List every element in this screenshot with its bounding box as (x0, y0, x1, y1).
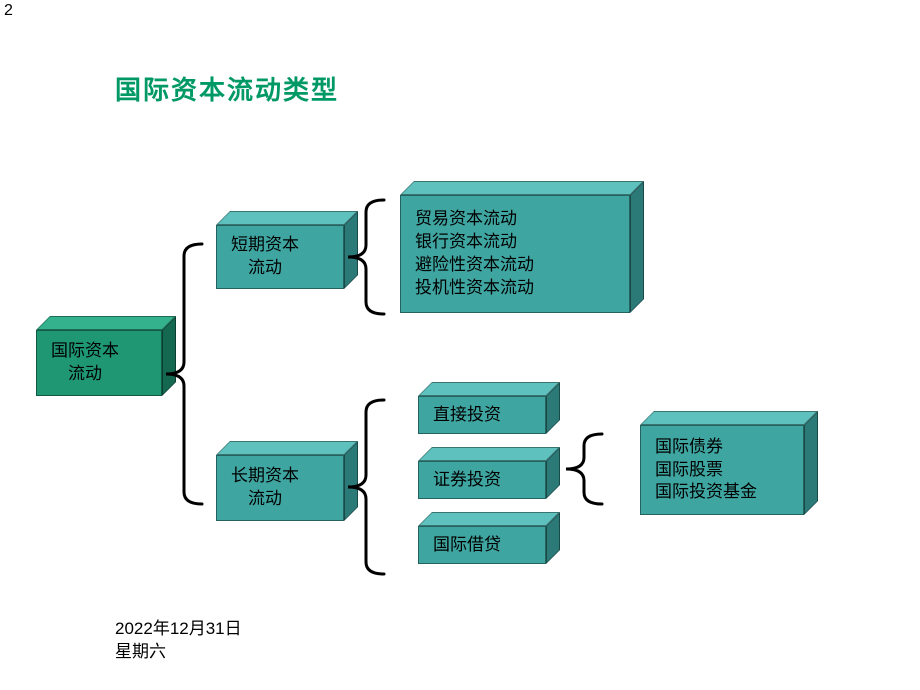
date-line1: 2022年12月31日 (115, 618, 242, 641)
date-block: 2022年12月31日 星期六 (115, 618, 242, 664)
page-number: 2 (4, 2, 13, 20)
node-short-label: 短期资本 流动 (216, 225, 344, 289)
brace-0 (166, 244, 206, 504)
brace-3 (566, 434, 606, 504)
node-long-label: 长期资本 流动 (216, 455, 344, 521)
node-security-label: 证券投资 (418, 461, 546, 499)
date-line2: 星期六 (115, 641, 242, 664)
node-short_detail-label: 贸易资本流动银行资本流动避险性资本流动投机性资本流动 (400, 195, 630, 313)
brace-2 (348, 400, 388, 574)
node-direct-label: 直接投资 (418, 396, 546, 434)
node-sec_detail-label: 国际债券国际股票国际投资基金 (640, 425, 804, 515)
brace-1 (348, 200, 388, 314)
page-title: 国际资本流动类型 (115, 70, 339, 107)
node-loan-label: 国际借贷 (418, 526, 546, 564)
node-root-label: 国际资本 流动 (36, 330, 162, 396)
